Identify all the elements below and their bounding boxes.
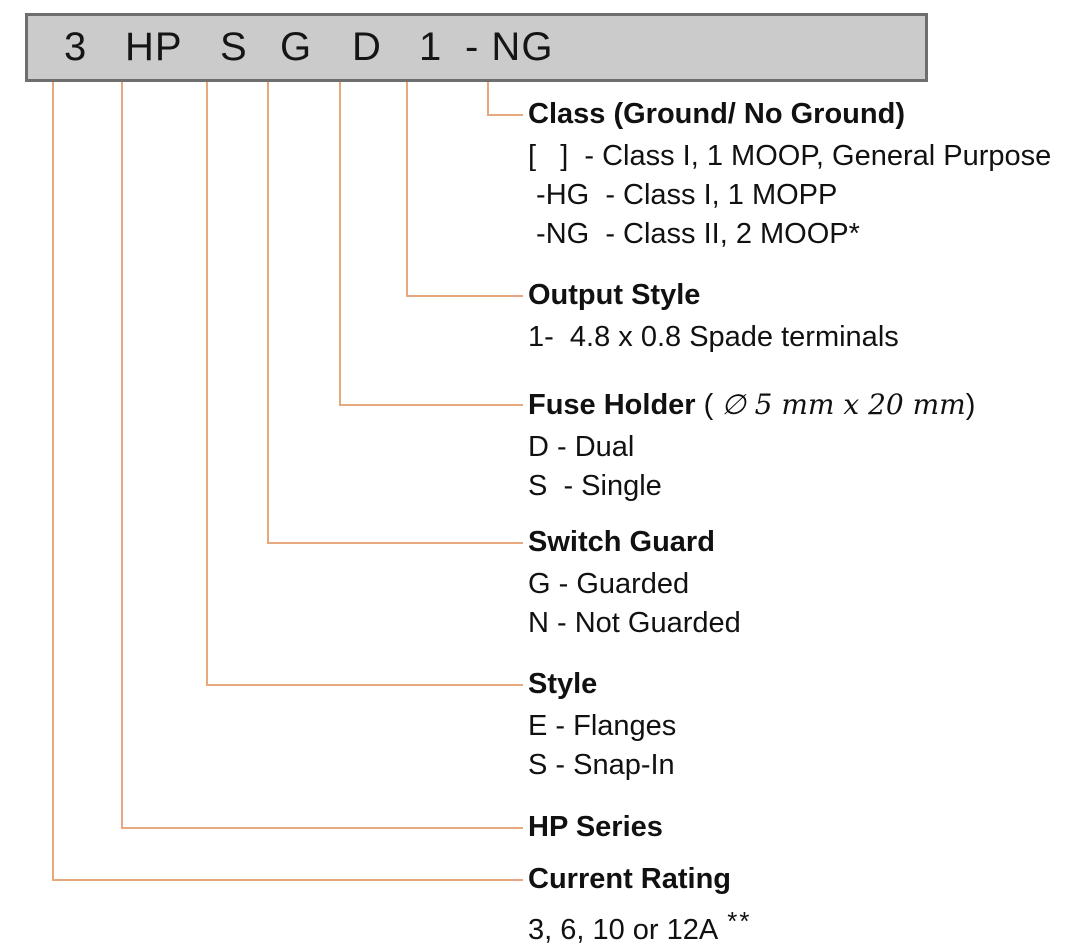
section-current-rating-item: 3, 6, 10 or 12A ** [528, 902, 752, 947]
connector-line-output-style-h [406, 295, 523, 297]
connector-line-switch-guard-v [267, 82, 269, 544]
section-fuse-holder: Fuse Holder ( ∅ 5 mm x 20 mm) D - Dual S… [528, 385, 975, 506]
section-class: Class (Ground/ No Ground) [ ] - Class I,… [528, 95, 1051, 254]
code-segment-style: S [220, 25, 248, 69]
current-rating-values: 3, 6, 10 or 12A [528, 914, 719, 946]
section-class-title: Class (Ground/ No Ground) [528, 98, 905, 130]
code-segment-current-rating: 3 [64, 25, 88, 69]
section-output-style-title: Output Style [528, 279, 701, 311]
connector-line-hp-series-h [121, 827, 523, 829]
fuse-holder-paren-open: ( [695, 389, 722, 421]
section-fuse-holder-title: Fuse Holder ( ∅ 5 mm x 20 mm) [528, 385, 975, 425]
section-switch-guard-item: G - Guarded [528, 568, 690, 600]
connector-line-class-v [487, 82, 489, 116]
section-switch-guard-item: N - Not Guarded [528, 607, 741, 639]
code-segment-switch-guard: G [280, 25, 313, 69]
connector-line-hp-series-v [121, 82, 123, 829]
section-output-style: Output Style 1- 4.8 x 0.8 Spade terminal… [528, 276, 899, 357]
section-current-rating: Current Rating 3, 6, 10 or 12A ** [528, 860, 752, 947]
code-segment-class: - NG [465, 25, 554, 69]
section-style: Style E - Flanges S - Snap-In [528, 665, 676, 785]
current-rating-footnote-marker: ** [727, 906, 752, 936]
section-fuse-holder-item: D - Dual [528, 431, 635, 463]
connector-line-style-v [206, 82, 208, 686]
connector-line-fuse-holder-h [339, 404, 523, 406]
section-hp-series-title: HP Series [528, 811, 663, 843]
section-class-item: [ ] - Class I, 1 MOOP, General Purpose [528, 140, 1052, 172]
part-number-bar: 3 HP S G D 1 - NG [25, 13, 928, 82]
code-segment-output-style: 1 [419, 25, 443, 69]
connector-line-current-rating-v [52, 82, 54, 881]
code-segment-fuse-holder: D [352, 25, 382, 69]
section-output-style-item: 1- 4.8 x 0.8 Spade terminals [528, 321, 899, 353]
connector-line-class-h [487, 114, 523, 116]
section-style-title: Style [528, 668, 598, 700]
section-fuse-holder-item: S - Single [528, 470, 662, 502]
section-class-item: -HG - Class I, 1 MOPP [528, 179, 838, 211]
connector-line-fuse-holder-v [339, 82, 341, 406]
connector-line-current-rating-h [52, 879, 523, 881]
section-style-item: E - Flanges [528, 710, 677, 742]
fuse-holder-title-text: Fuse Holder [528, 389, 696, 421]
fuse-holder-paren-close: ) [965, 389, 976, 421]
code-segment-series: HP [125, 25, 183, 69]
connector-line-style-h [206, 684, 523, 686]
section-current-rating-title: Current Rating [528, 863, 731, 895]
section-hp-series: HP Series [528, 808, 663, 850]
connector-line-switch-guard-h [267, 542, 523, 544]
section-switch-guard-title: Switch Guard [528, 526, 715, 558]
section-class-item: -NG - Class II, 2 MOOP* [528, 218, 860, 250]
connector-line-output-style-v [406, 82, 408, 297]
section-switch-guard: Switch Guard G - Guarded N - Not Guarded [528, 523, 741, 643]
section-style-item: S - Snap-In [528, 749, 675, 781]
fuse-holder-dimensions: ∅ 5 mm x 20 mm [721, 388, 966, 421]
